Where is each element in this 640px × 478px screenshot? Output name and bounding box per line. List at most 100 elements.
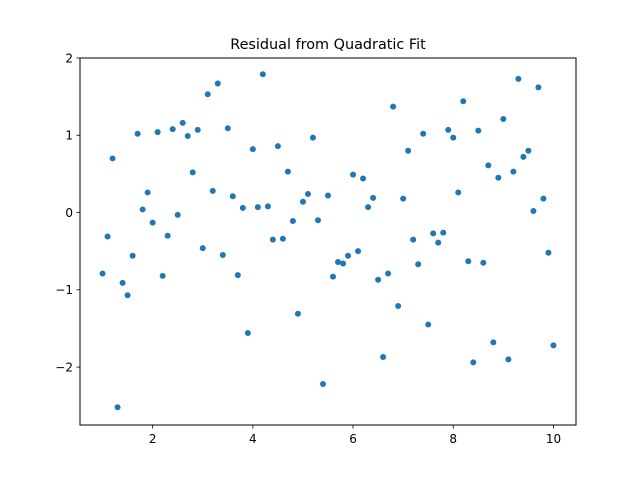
- data-point: [209, 187, 216, 194]
- data-point: [264, 203, 271, 210]
- data-point: [304, 190, 311, 197]
- data-point: [445, 126, 452, 133]
- data-point: [510, 168, 517, 175]
- y-tick-label: −2: [55, 360, 73, 374]
- data-point: [219, 252, 226, 259]
- data-point: [319, 381, 326, 388]
- chart-title: Residual from Quadratic Fit: [230, 37, 426, 53]
- axes-frame: [79, 57, 577, 426]
- data-point: [390, 103, 397, 110]
- data-point: [365, 204, 372, 211]
- data-point: [149, 219, 156, 226]
- data-point: [229, 193, 236, 200]
- data-point: [274, 143, 281, 150]
- data-point: [224, 125, 231, 132]
- data-point: [455, 189, 462, 196]
- data-point: [355, 248, 362, 255]
- data-point: [129, 252, 136, 259]
- data-point: [104, 233, 111, 240]
- data-point: [214, 80, 221, 87]
- data-point: [119, 279, 126, 286]
- data-point: [525, 147, 532, 154]
- data-point: [340, 260, 347, 267]
- data-point: [139, 206, 146, 213]
- data-point: [134, 130, 141, 137]
- points-layer: [99, 71, 557, 411]
- data-point: [350, 171, 357, 178]
- data-point: [164, 232, 171, 239]
- data-point: [385, 270, 392, 277]
- data-point: [279, 235, 286, 242]
- data-point: [244, 330, 251, 337]
- data-point: [234, 272, 241, 279]
- data-point: [269, 236, 276, 243]
- data-point: [199, 245, 206, 252]
- data-point: [335, 258, 342, 265]
- data-point: [184, 133, 191, 140]
- data-point: [435, 239, 442, 246]
- data-point: [204, 91, 211, 98]
- data-point: [109, 155, 116, 162]
- data-point: [400, 195, 407, 202]
- x-tick-label: 6: [349, 432, 357, 446]
- data-point: [380, 354, 387, 361]
- data-point: [174, 211, 181, 218]
- data-point: [490, 339, 497, 346]
- data-point: [460, 98, 467, 105]
- data-point: [550, 342, 557, 349]
- x-tick-label: 4: [249, 432, 257, 446]
- data-point: [450, 134, 457, 141]
- data-point: [309, 134, 316, 141]
- data-point: [465, 258, 472, 265]
- data-point: [259, 71, 266, 78]
- data-point: [144, 189, 151, 196]
- data-point: [330, 273, 337, 280]
- data-point: [159, 272, 166, 279]
- data-point: [239, 204, 246, 211]
- data-point: [520, 153, 527, 160]
- data-point: [284, 168, 291, 175]
- data-point: [169, 126, 176, 133]
- data-point: [485, 162, 492, 169]
- data-point: [325, 192, 331, 199]
- data-point: [420, 130, 427, 137]
- y-tick-label: 1: [65, 129, 73, 143]
- data-point: [495, 174, 502, 181]
- data-point: [395, 303, 402, 310]
- data-point: [470, 359, 477, 366]
- data-point: [314, 217, 321, 224]
- data-point: [430, 230, 437, 237]
- data-point: [124, 292, 131, 299]
- data-point: [475, 127, 482, 134]
- data-point: [360, 175, 367, 182]
- data-point: [114, 404, 121, 411]
- data-point: [500, 116, 507, 123]
- data-point: [154, 129, 161, 136]
- data-point: [415, 261, 422, 268]
- x-tick-label: 10: [546, 432, 561, 446]
- data-point: [535, 84, 542, 91]
- y-tick-label: −1: [55, 283, 73, 297]
- data-point: [410, 236, 417, 243]
- y-tick-label: 2: [65, 51, 73, 65]
- ticks-layer: 2 4 6 8 10 −2 −1 0 1 2: [55, 51, 561, 446]
- data-point: [540, 195, 547, 202]
- data-point: [99, 270, 106, 277]
- data-point: [179, 119, 186, 126]
- x-tick-label: 8: [449, 432, 457, 446]
- data-point: [194, 126, 201, 133]
- data-point: [294, 310, 301, 317]
- data-point: [505, 356, 512, 363]
- data-point: [299, 198, 306, 205]
- data-point: [515, 75, 522, 82]
- data-point: [189, 169, 196, 176]
- data-point: [289, 218, 296, 225]
- data-point: [345, 252, 352, 259]
- data-point: [545, 249, 552, 256]
- data-point: [530, 207, 537, 214]
- data-point: [370, 194, 377, 201]
- data-point: [375, 276, 382, 283]
- data-point: [249, 146, 256, 153]
